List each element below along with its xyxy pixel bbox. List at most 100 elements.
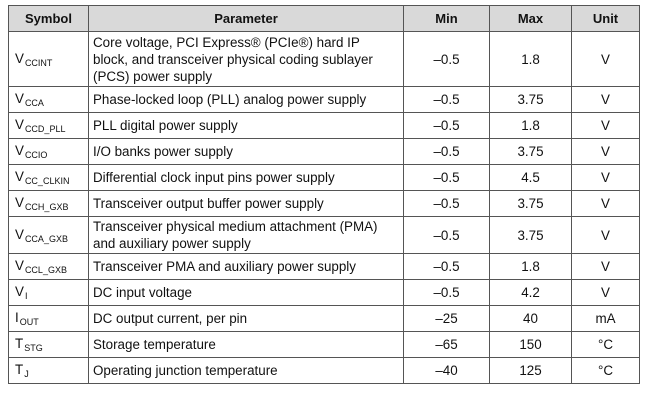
symbol-cell: IOUT [8, 305, 89, 332]
parameter-cell: DC output current, per pin [88, 305, 404, 332]
max-cell: 125 [489, 357, 572, 384]
unit-cell: °C [571, 331, 640, 358]
table-row: VI DC input voltage –0.5 4.2 V [8, 279, 640, 306]
max-cell: 4.2 [489, 279, 572, 306]
max-cell: 3.75 [489, 86, 572, 113]
symbol-cell: VCCA [8, 86, 89, 113]
table-row: IOUT DC output current, per pin –25 40 m… [8, 305, 640, 332]
max-cell: 1.8 [489, 31, 572, 87]
symbol-subscript: OUT [19, 317, 39, 327]
unit-cell: V [571, 190, 640, 217]
symbol-subscript: CCIO [24, 150, 48, 160]
symbol-subscript: CCINT [24, 57, 53, 68]
symbol-subscript: J [24, 369, 29, 379]
parameter-cell: Phase-locked loop (PLL) analog power sup… [88, 86, 404, 113]
unit-cell: V [571, 216, 640, 254]
min-cell: –0.5 [403, 164, 490, 191]
unit-cell: V [571, 112, 640, 139]
unit-cell: mA [571, 305, 640, 332]
parameter-cell: Transceiver PMA and auxiliary power supp… [88, 253, 404, 280]
min-cell: –25 [403, 305, 490, 332]
min-cell: –0.5 [403, 31, 490, 87]
header-max: Max [489, 5, 572, 32]
max-cell: 40 [489, 305, 572, 332]
symbol-subscript: CCA_GXB [24, 233, 68, 244]
min-cell: –40 [403, 357, 490, 384]
symbol-main: V [15, 143, 24, 158]
unit-cell: V [571, 138, 640, 165]
table-row: VCCA Phase-locked loop (PLL) analog powe… [8, 86, 640, 113]
symbol-cell: VCCH_GXB [8, 190, 89, 217]
symbol-subscript: CCL_GXB [24, 265, 67, 275]
symbol-main: T [15, 362, 24, 377]
symbol-cell: VI [8, 279, 89, 306]
symbol-main: V [15, 195, 24, 210]
unit-cell: V [571, 164, 640, 191]
unit-cell: V [571, 279, 640, 306]
table-row: VCC_CLKIN Differential clock input pins … [8, 164, 640, 191]
symbol-main: V [15, 91, 24, 106]
table-row: VCCINT Core voltage, PCI Express® (PCIe®… [8, 31, 640, 87]
table-row: VCCD_PLL PLL digital power supply –0.5 1… [8, 112, 640, 139]
parameter-cell: PLL digital power supply [88, 112, 404, 139]
unit-cell: V [571, 86, 640, 113]
min-cell: –0.5 [403, 279, 490, 306]
min-cell: –0.5 [403, 216, 490, 254]
header-parameter: Parameter [88, 5, 404, 32]
table-row: VCCL_GXB Transceiver PMA and auxiliary p… [8, 253, 640, 280]
max-cell: 3.75 [489, 190, 572, 217]
symbol-main: V [15, 50, 24, 66]
symbol-main: V [15, 117, 24, 132]
symbol-main: T [15, 336, 24, 351]
header-unit: Unit [571, 5, 640, 32]
symbol-main: V [15, 169, 24, 184]
max-cell: 3.75 [489, 138, 572, 165]
min-cell: –0.5 [403, 86, 490, 113]
header-row: Symbol Parameter Min Max Unit [8, 5, 640, 32]
parameter-cell: DC input voltage [88, 279, 404, 306]
parameter-cell: Transceiver output buffer power supply [88, 190, 404, 217]
table-row: VCCH_GXB Transceiver output buffer power… [8, 190, 640, 217]
symbol-subscript: CC_CLKIN [24, 176, 70, 186]
symbol-subscript: I [24, 291, 28, 301]
symbol-main: I [15, 310, 19, 325]
table-row: VCCA_GXB Transceiver physical medium att… [8, 216, 640, 254]
unit-cell: V [571, 31, 640, 87]
symbol-cell: VCCD_PLL [8, 112, 89, 139]
max-cell: 4.5 [489, 164, 572, 191]
symbol-main: V [15, 226, 24, 242]
symbol-cell: VCC_CLKIN [8, 164, 89, 191]
min-cell: –0.5 [403, 190, 490, 217]
symbol-main: V [15, 284, 24, 299]
symbol-cell: VCCIO [8, 138, 89, 165]
max-cell: 1.8 [489, 253, 572, 280]
unit-cell: V [571, 253, 640, 280]
absolute-max-ratings-table: Symbol Parameter Min Max Unit VCCINT Cor… [8, 5, 640, 384]
header-symbol: Symbol [8, 5, 89, 32]
parameter-cell: Transceiver physical medium attachment (… [88, 216, 404, 254]
symbol-cell: TJ [8, 357, 89, 384]
table-row: TSTG Storage temperature –65 150 °C [8, 331, 640, 358]
table-row: TJ Operating junction temperature –40 12… [8, 357, 640, 384]
symbol-subscript: CCA [24, 98, 44, 108]
parameter-cell: Operating junction temperature [88, 357, 404, 384]
min-cell: –0.5 [403, 112, 490, 139]
max-cell: 1.8 [489, 112, 572, 139]
parameter-cell: Differential clock input pins power supp… [88, 164, 404, 191]
symbol-cell: VCCA_GXB [8, 216, 89, 254]
symbol-subscript: STG [24, 343, 43, 353]
min-cell: –0.5 [403, 253, 490, 280]
symbol-subscript: CCH_GXB [24, 202, 69, 212]
symbol-cell: TSTG [8, 331, 89, 358]
unit-cell: °C [571, 357, 640, 384]
header-min: Min [403, 5, 490, 32]
ratings-table-container: Symbol Parameter Min Max Unit VCCINT Cor… [8, 5, 640, 384]
max-cell: 150 [489, 331, 572, 358]
table-row: VCCIO I/O banks power supply –0.5 3.75 V [8, 138, 640, 165]
min-cell: –0.5 [403, 138, 490, 165]
parameter-cell: I/O banks power supply [88, 138, 404, 165]
parameter-cell: Storage temperature [88, 331, 404, 358]
parameter-cell: Core voltage, PCI Express® (PCIe®) hard … [88, 31, 404, 87]
symbol-subscript: CCD_PLL [24, 124, 66, 134]
symbol-cell: VCCL_GXB [8, 253, 89, 280]
